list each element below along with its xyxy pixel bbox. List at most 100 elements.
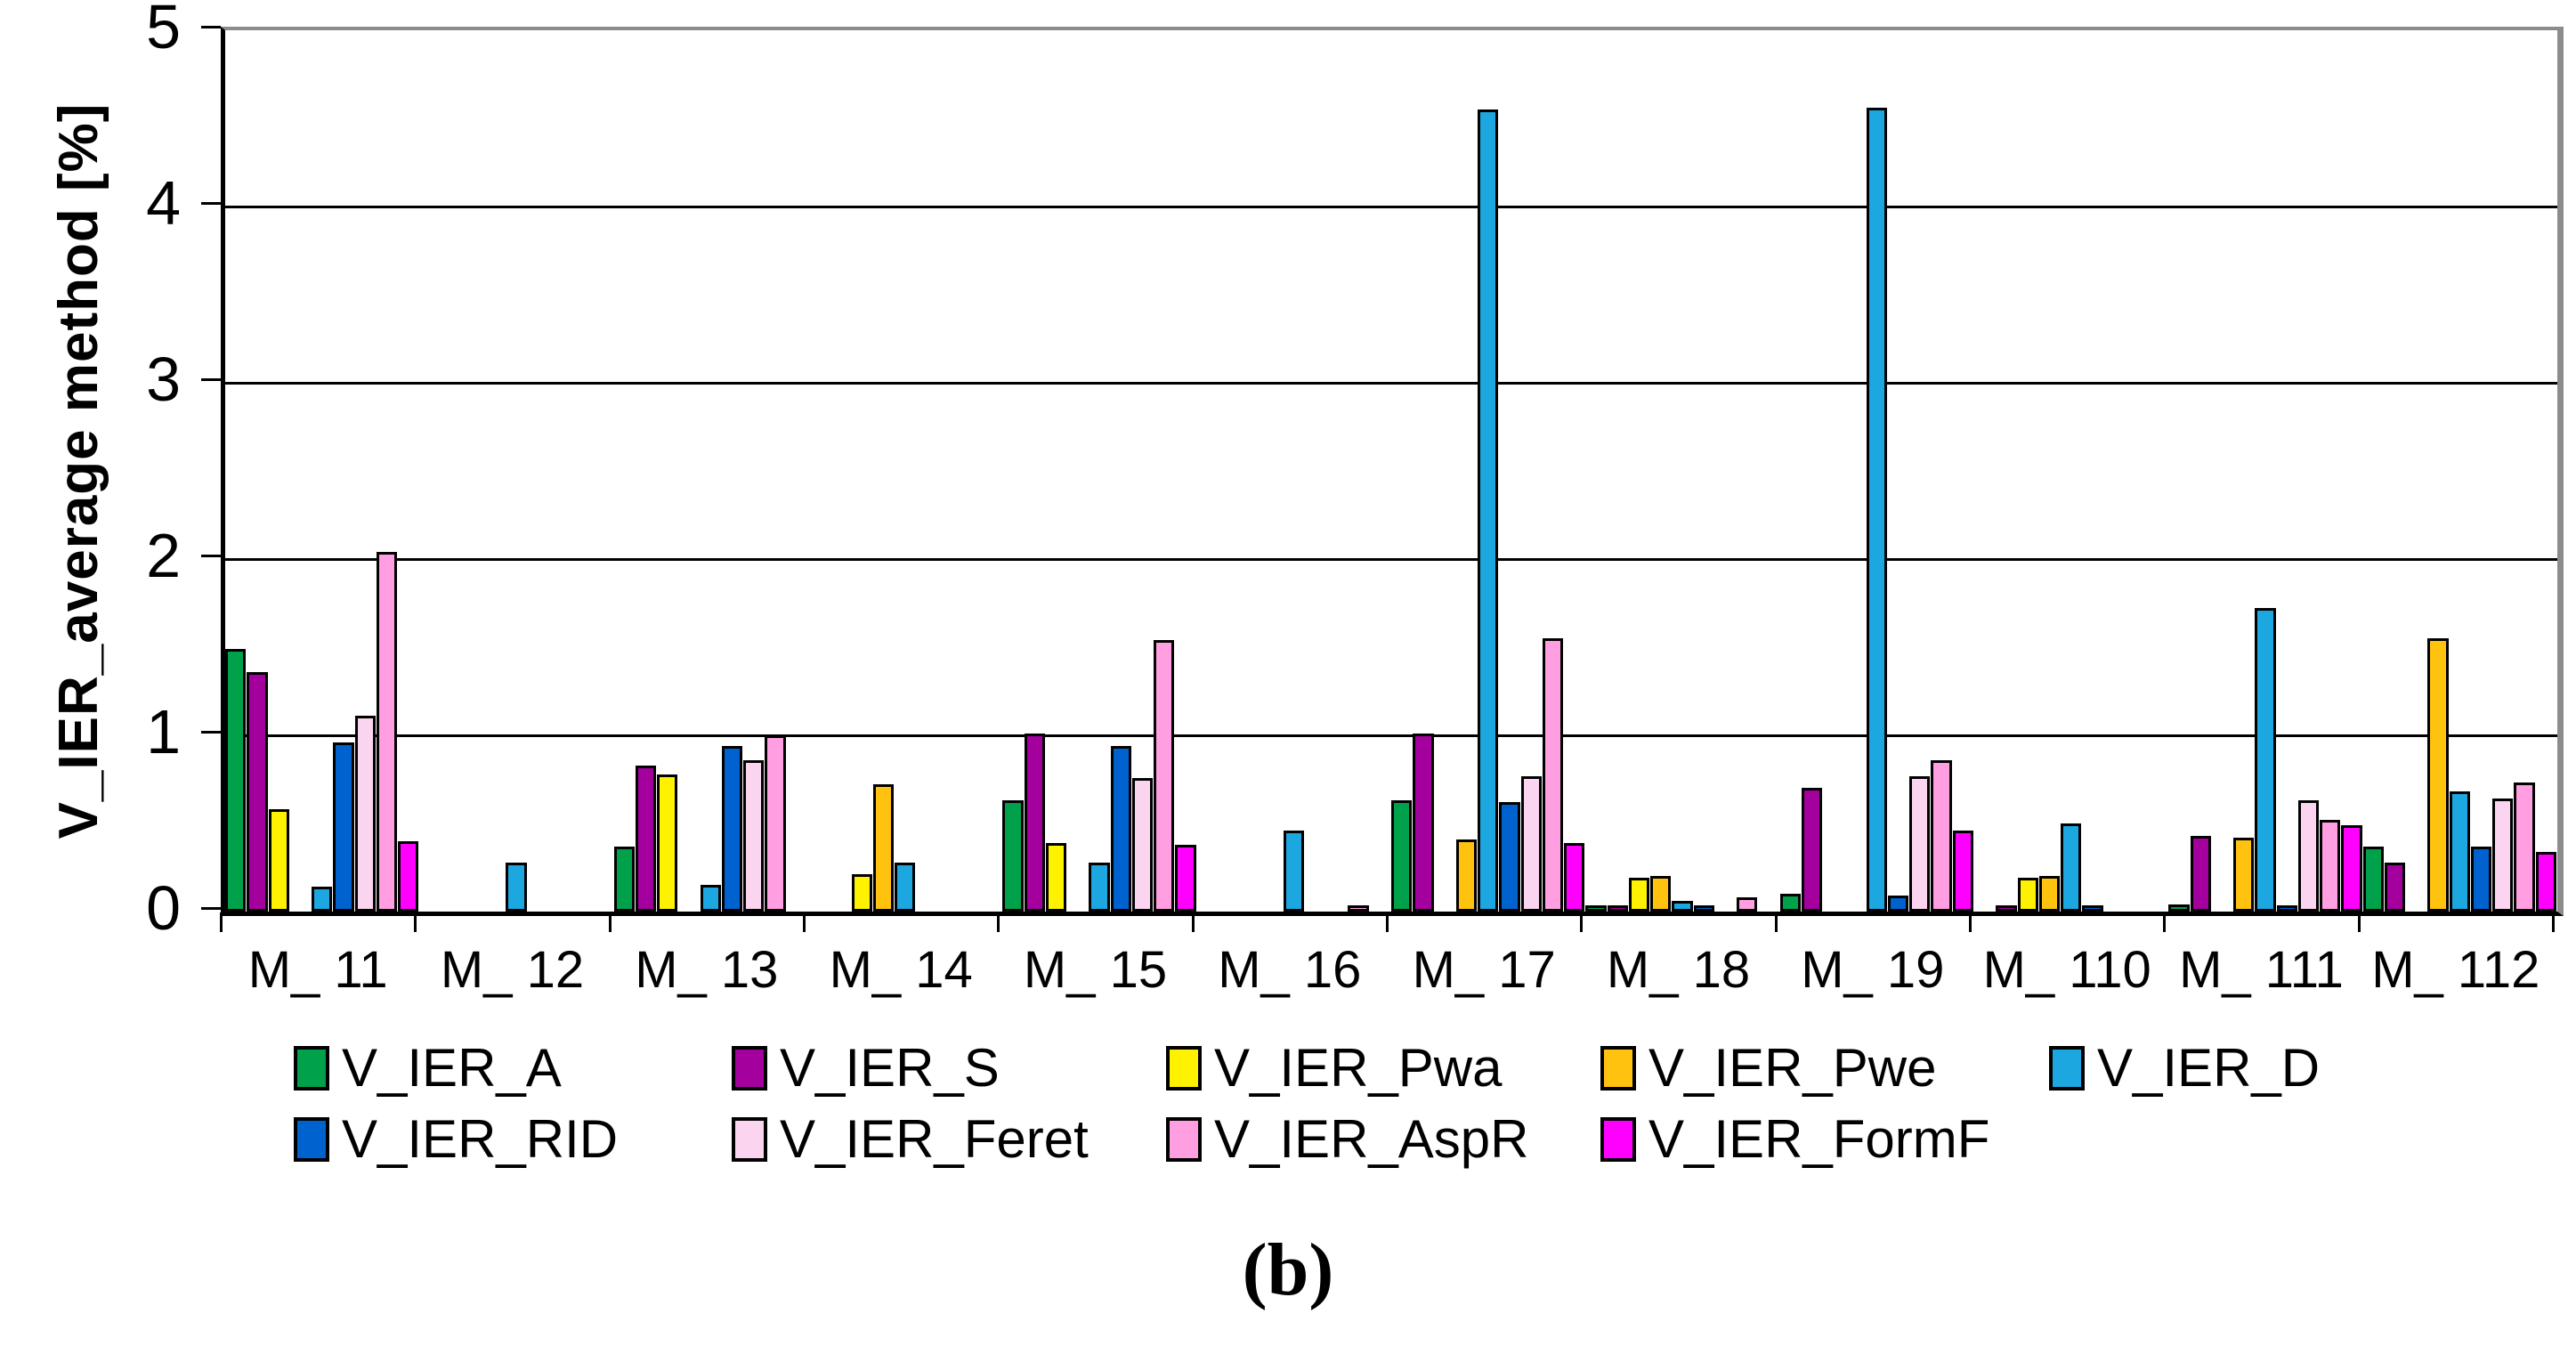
bar-V_IER_Feret-M_19	[1909, 775, 1931, 912]
legend-swatch-V_IER_D	[2049, 1046, 2085, 1091]
legend-label-V_IER_Pwe: V_IER_Pwe	[1648, 1038, 1937, 1098]
legend-item-V_IER_D: V_IER_D	[2049, 1040, 2320, 1097]
bar-V_IER_Pwa-M_15	[1045, 842, 1067, 912]
x-category-label-9: M_ 19	[1801, 941, 1945, 999]
legend-swatch-V_IER_A	[294, 1046, 329, 1091]
x-tick-7	[1580, 912, 1584, 932]
legend-item-V_IER_S: V_IER_S	[732, 1040, 1000, 1097]
bar-V_IER_Pwa-M_18	[1628, 878, 1650, 912]
bar-V_IER_RID-M_15	[1110, 745, 1131, 912]
bar-V_IER_A-M_112	[2362, 846, 2384, 912]
y-tick-1	[201, 731, 221, 734]
bar-V_IER_RID-M_17	[1499, 802, 1520, 912]
x-tick-12	[2552, 912, 2555, 932]
bar-V_IER_Feret-M_111	[2297, 800, 2320, 912]
bar-V_IER_Feret-M_15	[1131, 777, 1154, 912]
bar-V_IER_Pwe-M_111	[2233, 837, 2255, 912]
bar-V_IER_AspR-M_15	[1154, 640, 1175, 912]
bar-V_IER_A-M_13	[613, 846, 635, 912]
bar-V_IER_AspR-M_16	[1348, 905, 1369, 912]
bar-V_IER_S-M_15	[1024, 734, 1045, 912]
legend-item-V_IER_Pwe: V_IER_Pwe	[1600, 1040, 1937, 1097]
bar-V_IER_D-M_12	[506, 862, 527, 912]
bar-V_IER_A-M_17	[1391, 800, 1413, 912]
bar-V_IER_RID-M_13	[721, 745, 743, 912]
gridline-y-4	[225, 206, 2557, 208]
bar-V_IER_D-M_16	[1283, 830, 1304, 912]
figure-caption: (b)	[1242, 1228, 1334, 1311]
x-tick-0	[220, 912, 223, 932]
legend-swatch-V_IER_RID	[294, 1117, 329, 1162]
bar-V_IER_D-M_19	[1866, 108, 1887, 912]
bar-V_IER_AspR-M_19	[1931, 759, 1952, 912]
bar-V_IER_FormF-M_15	[1175, 844, 1196, 912]
bar-V_IER_AspR-M_18	[1737, 897, 1758, 912]
bar-V_IER_AspR-M_111	[2320, 820, 2341, 912]
bar-V_IER_Feret-M_11	[354, 716, 376, 912]
bar-V_IER_A-M_11	[225, 648, 247, 912]
legend-item-V_IER_RID: V_IER_RID	[294, 1111, 618, 1168]
bar-V_IER_FormF-M_19	[1952, 830, 1973, 912]
bar-V_IER_Pwa-M_11	[268, 809, 289, 912]
bar-V_IER_A-M_15	[1002, 800, 1024, 912]
y-axis-title: V_IER_average method [%]	[48, 102, 109, 839]
legend-swatch-V_IER_AspR	[1166, 1117, 1202, 1162]
x-tick-11	[2357, 912, 2361, 932]
plot-area	[221, 27, 2564, 916]
bar-V_IER_A-M_111	[2168, 904, 2190, 912]
x-category-label-6: M_ 16	[1218, 941, 1362, 999]
bar-V_IER_Pwe-M_110	[2038, 876, 2061, 912]
x-category-label-7: M_ 17	[1412, 941, 1556, 999]
legend-swatch-V_IER_Feret	[732, 1117, 767, 1162]
x-tick-8	[1774, 912, 1778, 932]
bar-V_IER_Pwe-M_112	[2427, 638, 2449, 912]
bar-V_IER_Pwa-M_14	[851, 874, 872, 912]
bar-V_IER_Pwe-M_14	[872, 784, 895, 912]
legend-swatch-V_IER_Pwa	[1166, 1046, 1202, 1091]
y-tick-3	[201, 378, 221, 381]
bar-V_IER_A-M_18	[1585, 905, 1607, 912]
bar-V_IER_AspR-M_11	[376, 552, 398, 912]
y-tick-label-0: 0	[146, 873, 181, 943]
legend-label-V_IER_S: V_IER_S	[780, 1038, 1000, 1098]
bar-V_IER_D-M_14	[895, 862, 916, 912]
bar-V_IER_FormF-M_11	[398, 840, 419, 912]
legend-label-V_IER_RID: V_IER_RID	[342, 1109, 619, 1169]
bar-V_IER_Pwa-M_110	[2017, 878, 2038, 912]
x-tick-2	[608, 912, 612, 932]
x-category-label-4: M_ 14	[829, 941, 973, 999]
bar-V_IER_D-M_13	[700, 885, 721, 912]
y-tick-label-2: 2	[146, 521, 181, 590]
legend-swatch-V_IER_FormF	[1600, 1117, 1636, 1162]
bar-V_IER_Pwe-M_18	[1650, 876, 1672, 912]
legend-label-V_IER_D: V_IER_D	[2097, 1038, 2321, 1098]
x-category-label-2: M_ 12	[440, 941, 585, 999]
bar-V_IER_FormF-M_111	[2341, 824, 2362, 912]
x-tick-10	[2163, 912, 2167, 932]
y-tick-4	[201, 202, 221, 205]
x-category-label-11: M_ 111	[2179, 941, 2344, 999]
x-category-label-8: M_ 18	[1606, 941, 1751, 999]
bar-V_IER_D-M_18	[1672, 901, 1693, 912]
x-tick-5	[1191, 912, 1195, 932]
bar-V_IER_RID-M_11	[333, 742, 354, 912]
bar-V_IER_RID-M_18	[1693, 905, 1714, 912]
bar-V_IER_D-M_111	[2255, 608, 2276, 912]
legend-item-V_IER_Feret: V_IER_Feret	[732, 1111, 1089, 1168]
bar-V_IER_AspR-M_17	[1542, 638, 1564, 912]
y-tick-2	[201, 555, 221, 557]
x-category-label-1: M_ 11	[247, 941, 388, 999]
x-tick-6	[1386, 912, 1389, 932]
x-tick-9	[1969, 912, 1972, 932]
bar-V_IER_S-M_19	[1801, 788, 1823, 912]
bar-V_IER_D-M_17	[1478, 109, 1499, 912]
x-category-label-10: M_ 110	[1982, 941, 2151, 999]
legend-item-V_IER_A: V_IER_A	[294, 1040, 562, 1097]
bar-V_IER_S-M_18	[1607, 905, 1628, 912]
bar-V_IER_AspR-M_13	[765, 735, 786, 912]
bar-V_IER_RID-M_112	[2470, 846, 2492, 912]
x-tick-4	[997, 912, 1000, 932]
y-tick-label-1: 1	[146, 697, 181, 766]
bar-V_IER_Feret-M_17	[1520, 775, 1542, 912]
